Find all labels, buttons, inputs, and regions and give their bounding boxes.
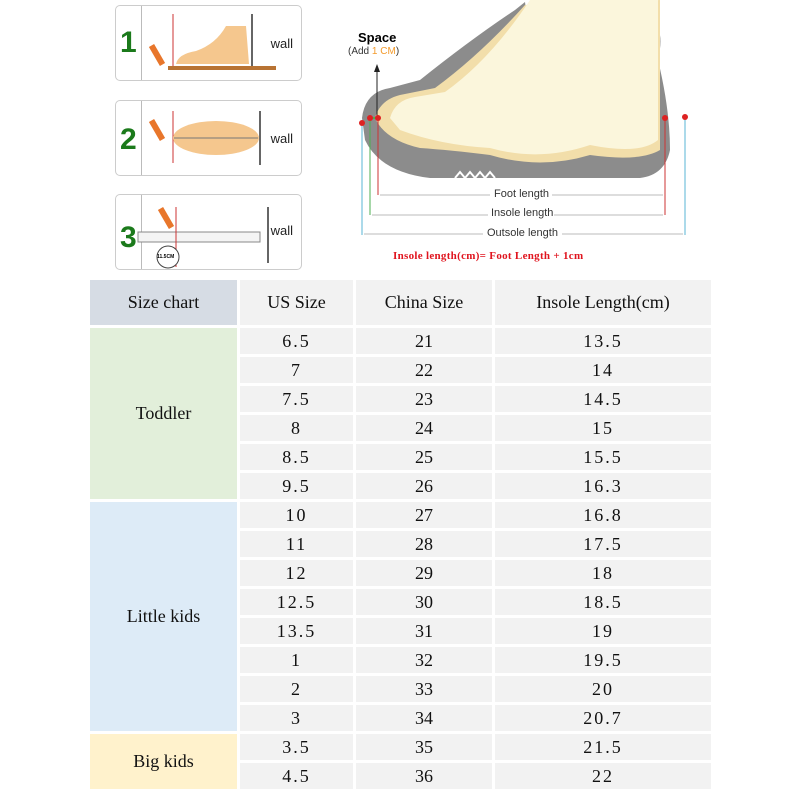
header-us-size: US Size bbox=[240, 280, 353, 325]
us-size-cell: 1 bbox=[240, 647, 353, 673]
step-2-panel: 2 wall bbox=[115, 100, 302, 176]
step-number: 3 bbox=[120, 221, 137, 254]
us-size-cell: 9.5 bbox=[240, 473, 353, 499]
outsole-length-label: Outsole length bbox=[487, 227, 558, 239]
china-size-cell: 36 bbox=[356, 763, 492, 789]
insole-length-cell: 21.5 bbox=[495, 734, 711, 760]
header-insole-length: Insole Length(cm) bbox=[495, 280, 711, 325]
insole-length-cell: 20 bbox=[495, 676, 711, 702]
china-size-cell: 23 bbox=[356, 386, 492, 412]
add-value: 1 CM bbox=[371, 46, 396, 57]
us-size-cell: 3.5 bbox=[240, 734, 353, 760]
add-suffix: ) bbox=[395, 46, 400, 57]
us-size-cell: 10 bbox=[240, 502, 353, 528]
us-size-cell: 6.5 bbox=[240, 328, 353, 354]
add-prefix: (Add bbox=[348, 46, 372, 57]
us-size-cell: 3 bbox=[240, 705, 353, 731]
china-size-cell: 25 bbox=[356, 444, 492, 470]
us-size-cell: 11 bbox=[240, 531, 353, 557]
us-size-cell: 2 bbox=[240, 676, 353, 702]
step-3-panel: 3 11.5CM wall bbox=[115, 194, 302, 270]
us-size-cell: 4.5 bbox=[240, 763, 353, 789]
step-number: 1 bbox=[120, 26, 137, 59]
insole-length-cell: 14 bbox=[495, 357, 711, 383]
wall-label: wall bbox=[270, 131, 293, 146]
group-label: Little kids bbox=[90, 502, 237, 731]
insole-length-cell: 20.7 bbox=[495, 705, 711, 731]
us-size-cell: 12 bbox=[240, 560, 353, 586]
us-size-cell: 12.5 bbox=[240, 589, 353, 615]
china-size-cell: 22 bbox=[356, 357, 492, 383]
wall-label: wall bbox=[270, 223, 293, 238]
insole-length-label: Insole length bbox=[491, 207, 554, 219]
china-size-cell: 28 bbox=[356, 531, 492, 557]
us-size-cell: 8 bbox=[240, 415, 353, 441]
header-size-chart: Size chart bbox=[90, 280, 237, 325]
china-size-cell: 29 bbox=[356, 560, 492, 586]
step-1-panel: 1 wall bbox=[115, 5, 302, 81]
china-size-cell: 27 bbox=[356, 502, 492, 528]
space-label: Space bbox=[358, 30, 397, 45]
foot-top-icon bbox=[148, 111, 261, 165]
us-size-cell: 13.5 bbox=[240, 618, 353, 644]
shoe-cross-section-diagram bbox=[359, 0, 688, 235]
insole-length-cell: 15.5 bbox=[495, 444, 711, 470]
group-label: Big kids bbox=[90, 734, 237, 789]
china-size-cell: 34 bbox=[356, 705, 492, 731]
insole-length-cell: 19.5 bbox=[495, 647, 711, 673]
us-size-cell: 7 bbox=[240, 357, 353, 383]
china-size-cell: 30 bbox=[356, 589, 492, 615]
china-size-cell: 33 bbox=[356, 676, 492, 702]
step-number: 2 bbox=[120, 123, 137, 156]
divider bbox=[141, 101, 142, 175]
us-size-cell: 7.5 bbox=[240, 386, 353, 412]
china-size-cell: 35 bbox=[356, 734, 492, 760]
insole-length-cell: 22 bbox=[495, 763, 711, 789]
china-size-cell: 32 bbox=[356, 647, 492, 673]
insole-formula: Insole length(cm)= Foot Length + 1cm bbox=[393, 250, 584, 262]
insole-length-cell: 14.5 bbox=[495, 386, 711, 412]
header-china-size: China Size bbox=[356, 280, 492, 325]
china-size-cell: 31 bbox=[356, 618, 492, 644]
foot-side-icon bbox=[148, 14, 276, 70]
foot-length-label: Foot length bbox=[494, 188, 550, 200]
china-size-cell: 26 bbox=[356, 473, 492, 499]
insole-length-cell: 18.5 bbox=[495, 589, 711, 615]
insole-length-cell: 18 bbox=[495, 560, 711, 586]
china-size-cell: 24 bbox=[356, 415, 492, 441]
china-size-cell: 21 bbox=[356, 328, 492, 354]
group-label: Toddler bbox=[90, 328, 237, 499]
insole-length-cell: 13.5 bbox=[495, 328, 711, 354]
us-size-cell: 8.5 bbox=[240, 444, 353, 470]
ruler-reading: 11.5CM bbox=[157, 254, 175, 260]
insole-length-cell: 17.5 bbox=[495, 531, 711, 557]
wall-label: wall bbox=[270, 36, 293, 51]
ruler-icon bbox=[137, 206, 269, 269]
insole-length-cell: 16.3 bbox=[495, 473, 711, 499]
insole-length-cell: 15 bbox=[495, 415, 711, 441]
insole-length-cell: 19 bbox=[495, 618, 711, 644]
insole-length-cell: 16.8 bbox=[495, 502, 711, 528]
divider bbox=[141, 6, 142, 80]
add-note: (Add 1 CM) bbox=[348, 46, 399, 57]
